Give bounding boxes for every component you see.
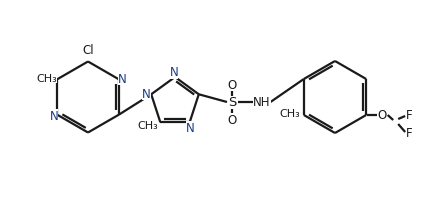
Text: CH₃: CH₃	[279, 108, 300, 118]
Text: Cl: Cl	[82, 44, 94, 57]
Text: CH₃: CH₃	[36, 74, 57, 84]
Text: NH: NH	[253, 96, 271, 109]
Text: O: O	[378, 109, 387, 122]
Text: F: F	[406, 127, 413, 140]
Text: O: O	[227, 79, 237, 92]
Text: N: N	[186, 121, 195, 134]
Text: CH₃: CH₃	[137, 121, 158, 130]
Text: F: F	[406, 109, 413, 122]
Text: N: N	[49, 109, 58, 122]
Text: O: O	[227, 114, 237, 126]
Text: N: N	[142, 87, 151, 100]
Text: N: N	[118, 73, 127, 86]
Text: S: S	[228, 96, 236, 109]
Text: N: N	[169, 66, 178, 79]
